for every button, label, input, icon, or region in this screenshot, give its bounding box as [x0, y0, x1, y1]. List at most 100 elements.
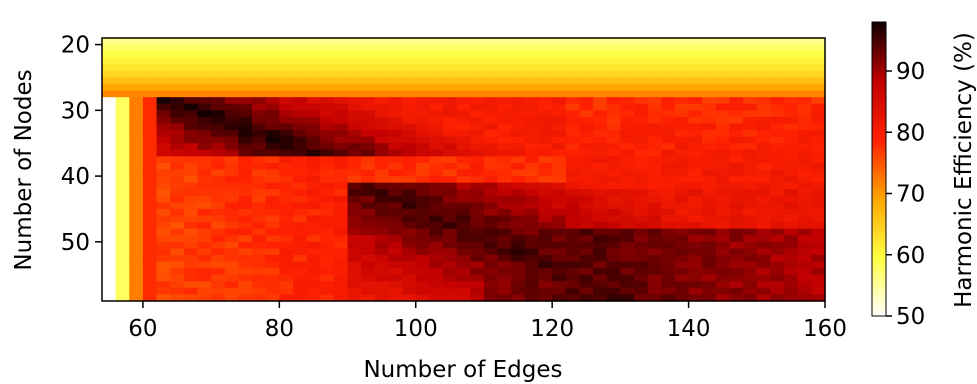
heat-cell — [361, 169, 376, 177]
heat-cell — [347, 182, 362, 190]
heat-cell — [634, 261, 649, 269]
heat-cell — [402, 254, 417, 263]
heat-cell — [729, 281, 744, 289]
heat-cell — [115, 90, 130, 98]
heat-cell — [142, 70, 158, 79]
heat-cell — [811, 57, 826, 65]
heat-cell — [402, 162, 417, 171]
heat-cell — [211, 241, 226, 249]
heat-cell — [197, 110, 212, 118]
heat-cell — [252, 123, 267, 131]
heat-cell — [579, 51, 594, 59]
heat-cell — [483, 57, 499, 65]
heat-cell — [483, 77, 499, 85]
heat-cell — [142, 268, 158, 276]
heat-cell — [224, 130, 240, 138]
heat-cell — [279, 130, 294, 138]
heat-cell — [102, 110, 117, 118]
heat-cell — [170, 176, 185, 184]
heat-cell — [620, 123, 635, 131]
heat-cell — [634, 162, 649, 171]
heat-cell — [170, 169, 185, 177]
heat-cell — [306, 57, 321, 65]
heat-cell — [674, 182, 690, 190]
heat-cell — [647, 235, 662, 243]
heat-cell — [661, 169, 676, 177]
heat-cell — [497, 70, 512, 79]
heat-cell — [606, 116, 621, 125]
heat-cell — [197, 202, 212, 210]
heat-cell — [620, 287, 635, 296]
heat-cell — [429, 97, 444, 105]
heat-cell — [456, 261, 471, 269]
heat-cell — [211, 268, 226, 276]
heat-cell — [811, 182, 826, 190]
heat-cell — [729, 149, 744, 157]
heat-cell — [197, 189, 212, 197]
heat-cell — [511, 44, 526, 52]
heat-cell — [729, 123, 744, 131]
heat-cell — [252, 116, 267, 125]
heat-cell — [306, 136, 321, 144]
heat-cell — [306, 268, 321, 276]
heat-cell — [756, 208, 772, 217]
heat-cell — [252, 176, 267, 184]
heat-cell — [333, 261, 349, 269]
heat-cell — [129, 90, 144, 98]
heat-cell — [579, 189, 594, 197]
heat-cell — [483, 116, 499, 125]
heat-cell — [170, 57, 185, 65]
heat-cell — [170, 130, 185, 138]
heat-cell — [102, 235, 117, 243]
heat-cell — [197, 208, 212, 217]
heat-cell — [347, 90, 362, 98]
heat-cell — [443, 222, 458, 230]
heat-cell — [797, 228, 812, 236]
heat-cell — [729, 176, 744, 184]
heat-cell — [538, 215, 553, 223]
heat-cell — [115, 261, 130, 269]
heat-cell — [279, 44, 294, 52]
heat-cell — [388, 268, 403, 276]
heat-cell — [402, 169, 417, 177]
heat-cell — [252, 38, 267, 46]
heat-cell — [224, 182, 240, 190]
heat-cell — [606, 136, 621, 144]
heat-cell — [292, 208, 308, 217]
heat-cell — [811, 116, 826, 125]
heat-cell — [320, 97, 335, 105]
heat-cell — [743, 182, 758, 190]
heat-cell — [511, 51, 526, 59]
heat-cell — [634, 274, 649, 282]
heat-cell — [770, 287, 785, 296]
heat-cell — [702, 110, 717, 118]
heat-cell — [197, 38, 212, 46]
heat-cell — [715, 57, 731, 65]
heat-cell — [593, 97, 608, 105]
heat-cell — [142, 254, 158, 263]
heat-cell — [593, 77, 608, 85]
heat-cell — [661, 274, 676, 282]
heat-cell — [770, 274, 785, 282]
heat-cell — [129, 136, 144, 144]
heat-cell — [197, 195, 212, 203]
heat-cell — [333, 182, 349, 190]
heat-cell — [797, 169, 812, 177]
heat-cell — [647, 116, 662, 125]
heat-cell — [320, 90, 335, 98]
heat-cell — [347, 208, 362, 217]
heat-cell — [197, 254, 212, 263]
heat-cell — [170, 182, 185, 190]
heat-cell — [702, 182, 717, 190]
heat-cell — [579, 287, 594, 296]
heat-cell — [252, 57, 267, 65]
heat-cell — [347, 149, 362, 157]
heat-cell — [333, 235, 349, 243]
heat-cell — [170, 261, 185, 269]
heat-cell — [183, 143, 199, 151]
heat-cell — [497, 215, 512, 223]
heat-cell — [661, 116, 676, 125]
heat-cell — [156, 176, 171, 184]
heat-cell — [688, 156, 703, 164]
heat-cell — [483, 228, 499, 236]
